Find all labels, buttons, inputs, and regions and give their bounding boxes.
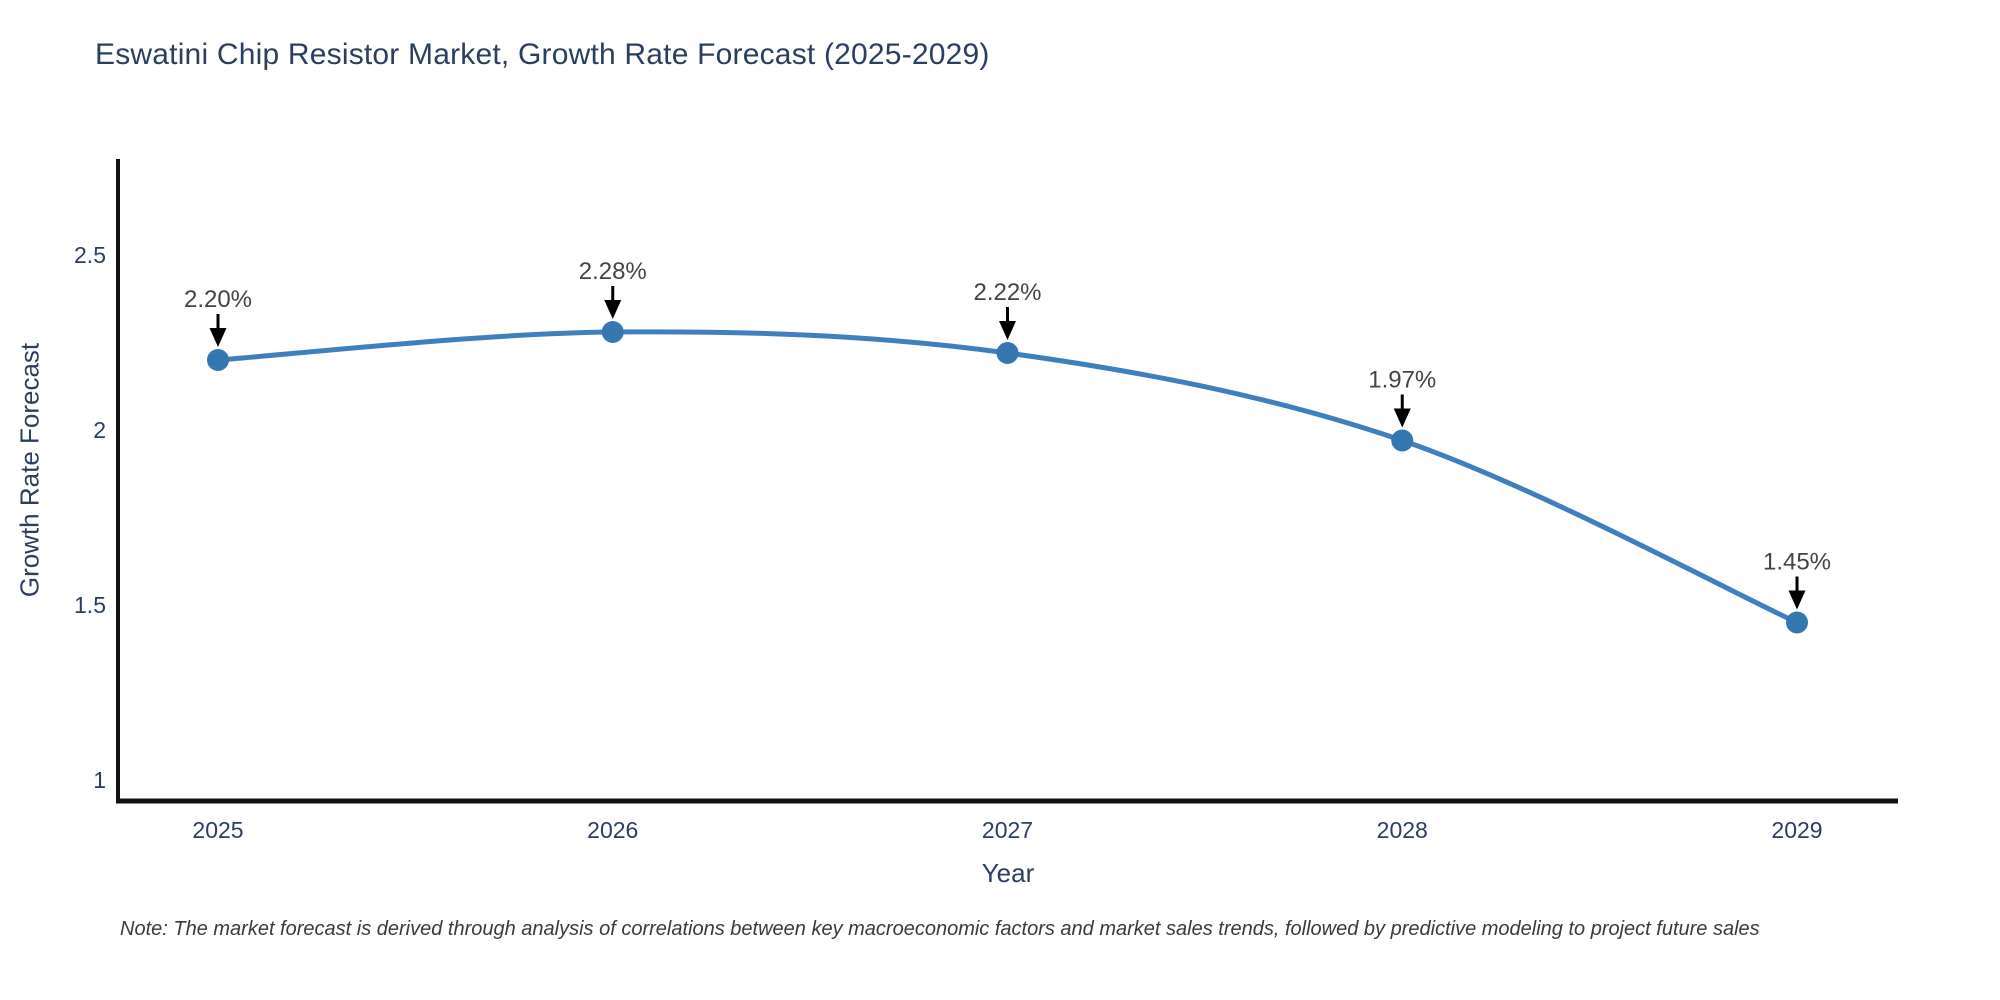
y-tick-label: 2.5: [74, 242, 106, 268]
x-tick-label: 2029: [1771, 817, 1822, 843]
data-point-marker: [1391, 429, 1414, 452]
data-point-marker: [601, 321, 624, 343]
annotation-label: 2.28%: [579, 258, 647, 285]
y-tick-label: 1.5: [74, 592, 106, 618]
annotation-arrow-head: [209, 328, 227, 347]
y-tick-label: 2: [93, 417, 106, 443]
data-point-marker: [207, 349, 229, 371]
y-tick-label: 1: [93, 767, 106, 793]
annotation-label: 1.45%: [1763, 549, 1831, 576]
x-tick-label: 2027: [982, 817, 1033, 843]
annotation-arrow-head: [999, 321, 1016, 340]
annotation-label: 2.22%: [973, 279, 1041, 306]
x-tick-label: 2028: [1377, 817, 1428, 843]
annotation-label: 1.97%: [1368, 367, 1436, 394]
chart-title: Eswatini Chip Resistor Market, Growth Ra…: [95, 38, 990, 71]
data-point-marker: [1786, 611, 1808, 634]
x-axis-title: Year: [981, 858, 1035, 888]
x-tick-label: 2025: [192, 817, 243, 843]
annotation-arrow-head: [1788, 590, 1806, 610]
annotation-label: 2.20%: [184, 286, 252, 313]
footnote: Note: The market forecast is derived thr…: [120, 918, 1760, 940]
forecast-line: [217, 329, 1799, 625]
data-point-marker: [996, 342, 1019, 364]
annotation-arrow-head: [1393, 408, 1411, 428]
x-tick-label: 2026: [587, 817, 638, 843]
annotation-arrow-head: [604, 300, 622, 319]
